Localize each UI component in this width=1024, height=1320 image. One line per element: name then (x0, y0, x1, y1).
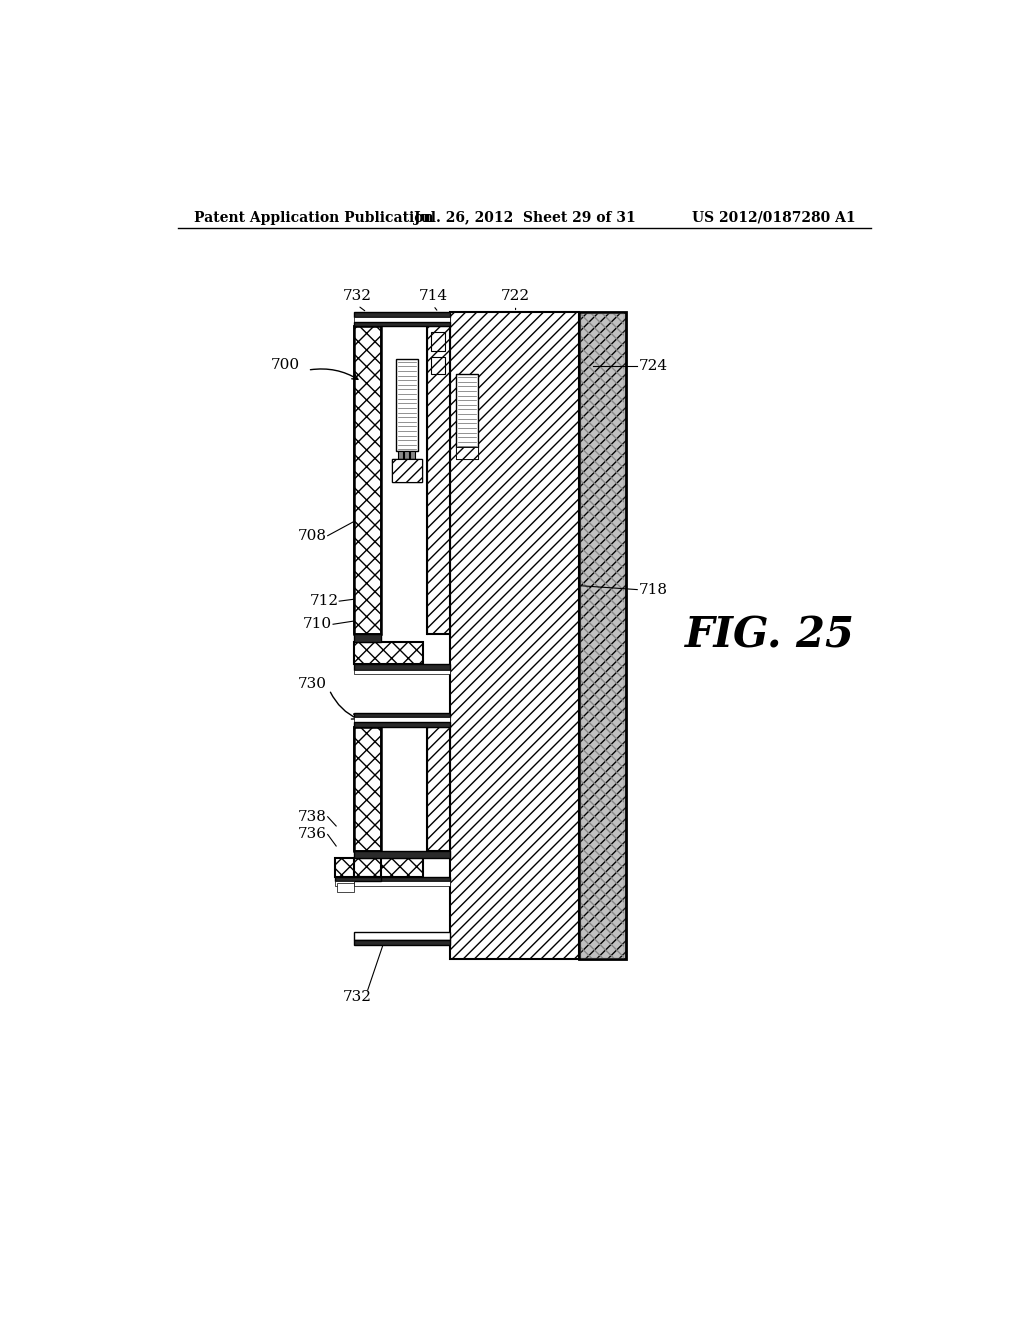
Bar (335, 876, 381, 882)
Bar (354, 642, 423, 664)
Bar (392, 459, 422, 482)
Text: Jul. 26, 2012  Sheet 29 of 31: Jul. 26, 2012 Sheet 29 of 31 (414, 211, 636, 224)
Text: Patent Application Publication: Patent Application Publication (194, 211, 433, 224)
Bar (335, 858, 381, 876)
Bar (354, 635, 381, 642)
Bar (354, 858, 423, 876)
Text: 732: 732 (343, 289, 372, 304)
Bar (451, 313, 580, 960)
Text: FIG. 25: FIG. 25 (685, 615, 855, 657)
Bar (354, 722, 451, 726)
Bar (431, 331, 444, 351)
Text: 722: 722 (501, 289, 530, 304)
Bar (354, 726, 381, 851)
Text: 708: 708 (298, 529, 327, 543)
Bar (354, 940, 451, 945)
Text: 712: 712 (309, 594, 339, 609)
Text: 700: 700 (270, 358, 300, 372)
Bar (335, 858, 381, 876)
Text: 732: 732 (343, 990, 372, 1005)
Text: 738: 738 (298, 809, 327, 824)
Bar (427, 326, 451, 635)
Bar (354, 326, 381, 635)
Bar (580, 313, 626, 960)
Text: 730: 730 (298, 677, 327, 690)
Bar (354, 313, 451, 317)
Bar (457, 447, 478, 459)
Bar (354, 713, 451, 718)
Bar (337, 883, 354, 892)
Bar (354, 669, 451, 675)
Bar (354, 858, 423, 876)
Bar (354, 932, 451, 940)
Bar (381, 326, 427, 635)
Bar (392, 459, 422, 482)
Bar (354, 882, 451, 886)
Text: US 2012/0187280 A1: US 2012/0187280 A1 (692, 211, 856, 224)
Bar (403, 451, 410, 459)
Bar (431, 358, 444, 374)
Text: 724: 724 (639, 359, 668, 374)
Bar (397, 451, 403, 459)
Bar (354, 326, 381, 635)
Bar (354, 726, 381, 851)
Bar (381, 726, 427, 851)
Bar (581, 314, 625, 958)
Bar (354, 642, 423, 664)
Bar (354, 322, 451, 326)
Bar (354, 718, 451, 722)
Bar (410, 451, 416, 459)
Text: 736: 736 (298, 828, 327, 841)
Bar (427, 726, 451, 851)
Bar (354, 317, 451, 322)
Text: 714: 714 (419, 289, 447, 304)
Bar (427, 726, 451, 851)
Bar (354, 876, 451, 882)
Bar (354, 664, 451, 669)
Bar (335, 882, 354, 886)
Bar (396, 359, 418, 451)
Bar (457, 374, 478, 447)
Text: 718: 718 (639, 582, 668, 597)
Bar (427, 326, 451, 635)
Text: 710: 710 (303, 618, 333, 631)
Bar (354, 851, 451, 858)
Bar (457, 447, 478, 459)
